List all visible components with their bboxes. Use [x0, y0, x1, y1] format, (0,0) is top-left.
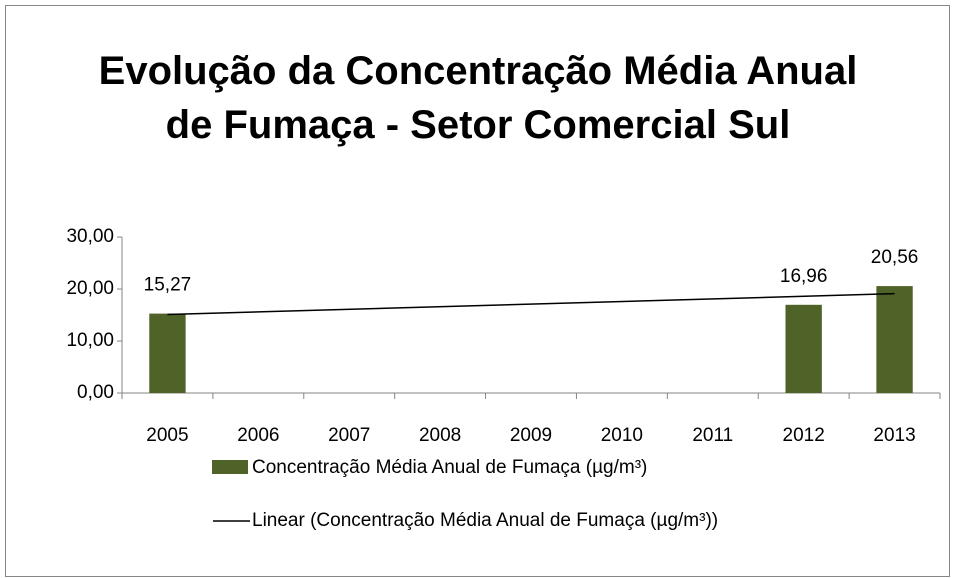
x-tick-label: 2007 — [328, 425, 370, 446]
data-label: 20,56 — [871, 247, 919, 268]
x-tick-label: 2006 — [237, 425, 279, 446]
bar — [876, 286, 913, 393]
chart-border — [5, 5, 950, 577]
x-tick-label: 2010 — [601, 425, 643, 446]
x-tick-label: 2013 — [873, 425, 915, 446]
legend-label: Concentração Média Anual de Fumaça (µg/m… — [252, 457, 647, 478]
bar — [785, 304, 822, 393]
trendline — [167, 292, 895, 316]
x-tick-label: 2009 — [510, 425, 552, 446]
bar — [149, 313, 186, 393]
y-tick-label: 10,00 — [66, 330, 114, 351]
data-label: 16,96 — [780, 266, 828, 287]
x-tick-label: 2005 — [146, 425, 188, 446]
chart-title: Evolução da Concentração Média Anual de … — [98, 49, 858, 147]
y-tick-label: 20,00 — [66, 278, 114, 299]
y-tick-label: 0,00 — [77, 382, 114, 403]
data-label: 15,27 — [144, 275, 192, 296]
legend-swatch — [212, 460, 248, 474]
legend-label: Linear (Concentração Média Anual de Fuma… — [252, 510, 718, 531]
y-tick-label: 30,00 — [66, 226, 114, 247]
x-tick-label: 2008 — [419, 425, 461, 446]
x-tick-label: 2011 — [692, 425, 733, 446]
x-tick-label: 2012 — [783, 425, 825, 446]
